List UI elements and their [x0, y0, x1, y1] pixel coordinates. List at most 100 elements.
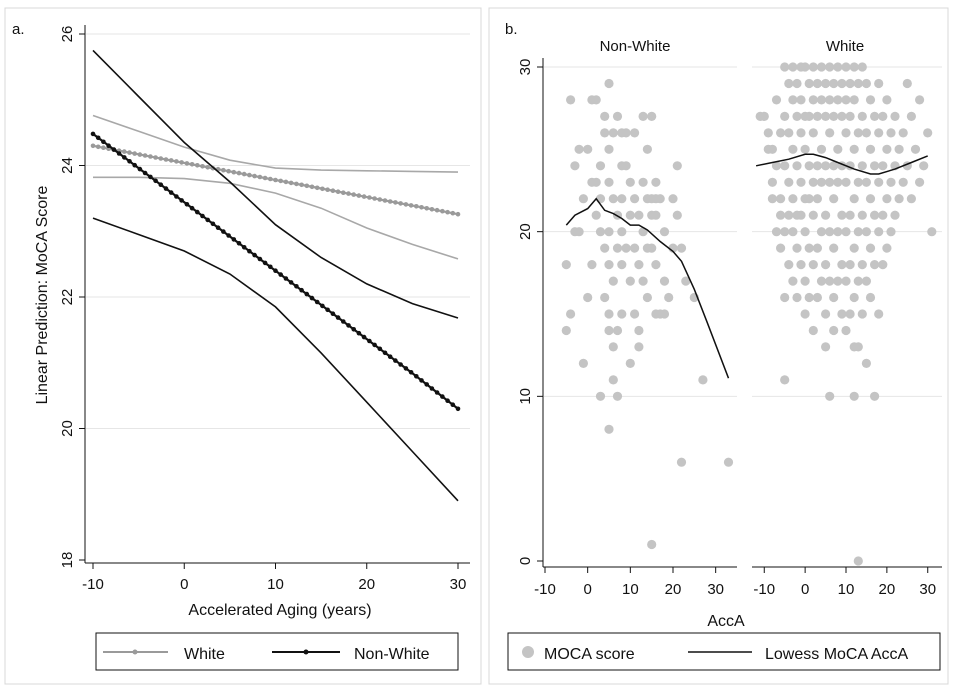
panel-b-x-axis-title: AccA: [707, 613, 745, 630]
moca-point-white: [804, 161, 814, 171]
fit-marker-nonwhite: [184, 202, 190, 207]
moca-point-white: [845, 78, 855, 89]
moca-point-nonwhite: [672, 210, 682, 220]
fit-marker-nonwhite: [148, 174, 153, 180]
moca-point-white: [878, 161, 888, 171]
moca-point-white: [825, 276, 835, 286]
fit-marker-white: [309, 184, 315, 190]
fit-marker-white: [189, 162, 195, 167]
panel-b-lowess: [565, 153, 928, 379]
moca-point-white: [808, 128, 818, 138]
fit-marker-white: [247, 172, 252, 178]
moca-point-white: [857, 161, 867, 171]
legend-nonwhite-label: Non-White: [354, 646, 430, 663]
fit-marker-nonwhite: [304, 291, 310, 297]
moca-point-white: [825, 391, 835, 401]
moca-point-white: [874, 309, 884, 319]
moca-point-white: [800, 144, 810, 154]
fit-marker-nonwhite: [221, 229, 226, 234]
moca-point-nonwhite: [583, 144, 593, 154]
moca-point-nonwhite: [570, 161, 580, 171]
fit-marker-white: [268, 176, 273, 182]
panel-a-grid: [86, 33, 470, 429]
moca-point-white: [845, 309, 855, 319]
fit-marker-white: [200, 164, 205, 169]
moca-point-nonwhite: [625, 177, 635, 187]
legend-lowess-label: Lowess MoCA AccA: [765, 646, 909, 663]
moca-point-white: [845, 260, 855, 270]
moca-point-white: [890, 111, 900, 121]
moca-point-nonwhite: [638, 177, 648, 187]
moca-point-white: [792, 292, 802, 303]
moca-point-white: [767, 194, 778, 204]
moca-point-white: [882, 144, 892, 154]
moca-point-white: [833, 95, 843, 105]
moca-point-white: [804, 243, 814, 253]
moca-point-white: [915, 177, 925, 187]
moca-point-nonwhite: [634, 342, 644, 352]
panel-a-x-tick-label: 0: [180, 576, 188, 593]
fit-marker-nonwhite: [257, 256, 263, 262]
moca-point-white: [882, 243, 892, 253]
moca-point-nonwhite: [681, 276, 691, 286]
moca-point-white: [829, 111, 839, 121]
fit-marker-white: [314, 185, 320, 191]
fit-marker-nonwhite: [382, 350, 388, 356]
moca-point-nonwhite: [634, 210, 644, 220]
fit-marker-nonwhite: [346, 323, 351, 328]
panel-a-y-tick-label: 26: [59, 26, 76, 43]
fit-marker-nonwhite: [325, 307, 330, 313]
ci-upper-white: [92, 114, 459, 173]
moca-point-white: [808, 177, 818, 187]
fit-marker-white: [148, 154, 153, 159]
moca-point-nonwhite: [604, 144, 614, 154]
moca-point-white: [837, 111, 847, 121]
moca-point-white: [829, 325, 839, 336]
panel-b-x-tick-label-white: 20: [879, 581, 896, 598]
fit-marker-white: [434, 207, 440, 213]
moca-point-white: [821, 260, 831, 270]
fit-marker-nonwhite: [356, 330, 362, 336]
fit-marker-white: [320, 186, 325, 192]
moca-point-nonwhite: [647, 243, 657, 253]
moca-point-white: [833, 177, 843, 187]
fit-marker-nonwhite: [335, 315, 341, 320]
fit-marker-white: [414, 204, 419, 209]
fit-marker-white: [158, 156, 164, 161]
moca-point-white: [812, 111, 823, 121]
moca-point-white: [804, 194, 814, 204]
moca-point-white: [816, 177, 827, 187]
fit-marker-white: [231, 169, 237, 175]
moca-point-nonwhite: [595, 194, 606, 204]
fit-marker-white: [387, 199, 393, 204]
moca-point-white: [780, 161, 790, 171]
panel-b-x-tick-label-white: -10: [753, 581, 775, 598]
fit-marker-white: [163, 157, 169, 162]
fit-marker-white: [403, 202, 409, 207]
moca-point-white: [857, 309, 867, 319]
panel-a-x-axis-title: Accelerated Aging (years): [188, 602, 371, 619]
panel-a-axes: [84, 25, 470, 564]
fit-marker-white: [252, 173, 257, 179]
moca-point-nonwhite: [723, 457, 734, 467]
moca-point-white: [784, 128, 794, 138]
moca-point-white: [804, 111, 814, 121]
moca-point-white: [784, 78, 794, 89]
moca-point-white: [865, 194, 876, 204]
fit-marker-nonwhite: [450, 402, 456, 408]
moca-point-white: [821, 210, 831, 220]
panel-b-x-tick-label-nonwhite: 30: [707, 581, 724, 598]
fit-marker-white: [299, 182, 304, 188]
moca-point-white: [857, 62, 867, 72]
moca-point-nonwhite: [651, 177, 661, 187]
moca-point-nonwhite: [638, 111, 648, 121]
fit-marker-white: [440, 208, 445, 214]
panel-a-x-tick-label: 20: [358, 576, 375, 593]
moca-point-white: [776, 128, 786, 138]
moca-point-white: [849, 62, 859, 72]
moca-point-nonwhite: [647, 111, 657, 121]
moca-point-white: [800, 227, 810, 237]
moca-point-nonwhite: [630, 128, 640, 138]
moca-point-white: [849, 292, 859, 303]
